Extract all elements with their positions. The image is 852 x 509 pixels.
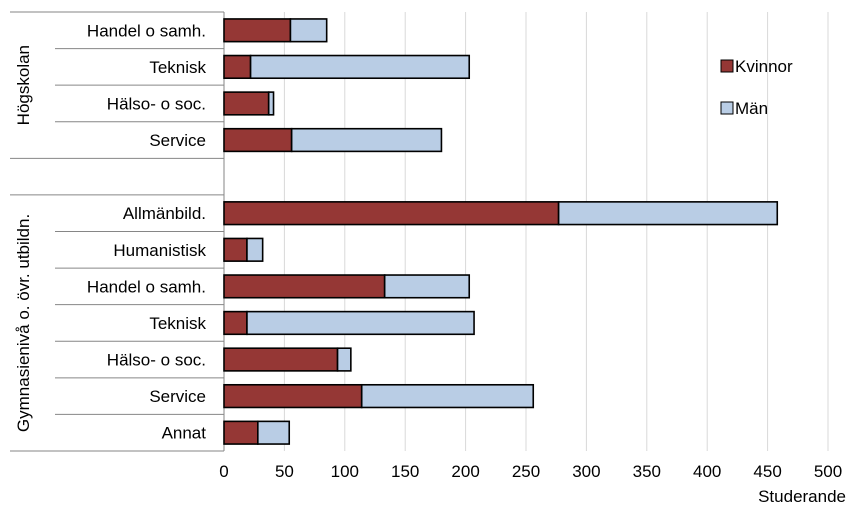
- bar-kvinnor: [223, 54, 252, 80]
- category-label: Allmänbild.: [123, 204, 206, 223]
- bar-kvinnor: [223, 347, 339, 372]
- bar-män: [383, 274, 471, 299]
- category-label: Annat: [162, 424, 207, 443]
- bar-män: [257, 420, 291, 445]
- category-label: Teknisk: [149, 58, 206, 77]
- legend-swatch: [720, 59, 734, 73]
- category-label: Handel o samh.: [87, 21, 206, 40]
- x-tick-label: 200: [451, 462, 479, 481]
- bar-kvinnor: [223, 237, 248, 262]
- category-label: Humanistisk: [113, 241, 206, 260]
- bar-kvinnor: [223, 201, 560, 226]
- x-tick-label: 500: [814, 462, 842, 481]
- category-label: Handel o samh.: [87, 277, 206, 296]
- bar-män: [336, 347, 352, 372]
- bar-män: [267, 91, 275, 116]
- group-label: Gymnasienivå o. övr. utbildn.: [14, 214, 33, 432]
- bar-män: [246, 237, 264, 262]
- category-label: Service: [149, 387, 206, 406]
- bars-layer: [223, 18, 779, 445]
- x-tick-label: 400: [693, 462, 721, 481]
- bar-kvinnor: [223, 274, 386, 299]
- bar-kvinnor: [223, 310, 248, 336]
- bar-kvinnor: [223, 383, 363, 409]
- category-label: Service: [149, 131, 206, 150]
- bar-män: [360, 383, 535, 409]
- bar-kvinnor: [223, 18, 292, 43]
- category-label: Teknisk: [149, 314, 206, 333]
- x-tick-label: 350: [633, 462, 661, 481]
- bar-kvinnor: [223, 127, 293, 153]
- x-tick-label: 450: [753, 462, 781, 481]
- x-tick-label: 100: [331, 462, 359, 481]
- category-label: Hälso- o soc.: [107, 351, 206, 370]
- x-axis-title: Studerande: [758, 487, 846, 506]
- legend: Kvinnor Män: [720, 57, 793, 118]
- group-label: Högskolan: [14, 45, 33, 125]
- legend-swatch: [720, 101, 734, 115]
- bar-kvinnor: [223, 420, 259, 445]
- x-tick-label: 300: [572, 462, 600, 481]
- legend-label: Män: [735, 99, 768, 118]
- x-tick-label: 50: [275, 462, 294, 481]
- x-tick-label: 0: [219, 462, 228, 481]
- x-tick-label: 250: [512, 462, 540, 481]
- labels-layer: Handel o samh. Teknisk Hälso- o soc. Servic…: [14, 21, 842, 481]
- category-label: Hälso- o soc.: [107, 94, 206, 113]
- bar-män: [557, 201, 779, 226]
- bar-män: [246, 310, 475, 336]
- grid-layer: [283, 12, 829, 451]
- bar-män: [290, 127, 443, 153]
- bar-män: [249, 54, 471, 80]
- bar-kvinnor: [223, 91, 270, 116]
- category-frame: [10, 11, 225, 452]
- legend-label: Kvinnor: [735, 57, 793, 76]
- x-tick-label: 150: [391, 462, 419, 481]
- bar-män: [289, 18, 328, 43]
